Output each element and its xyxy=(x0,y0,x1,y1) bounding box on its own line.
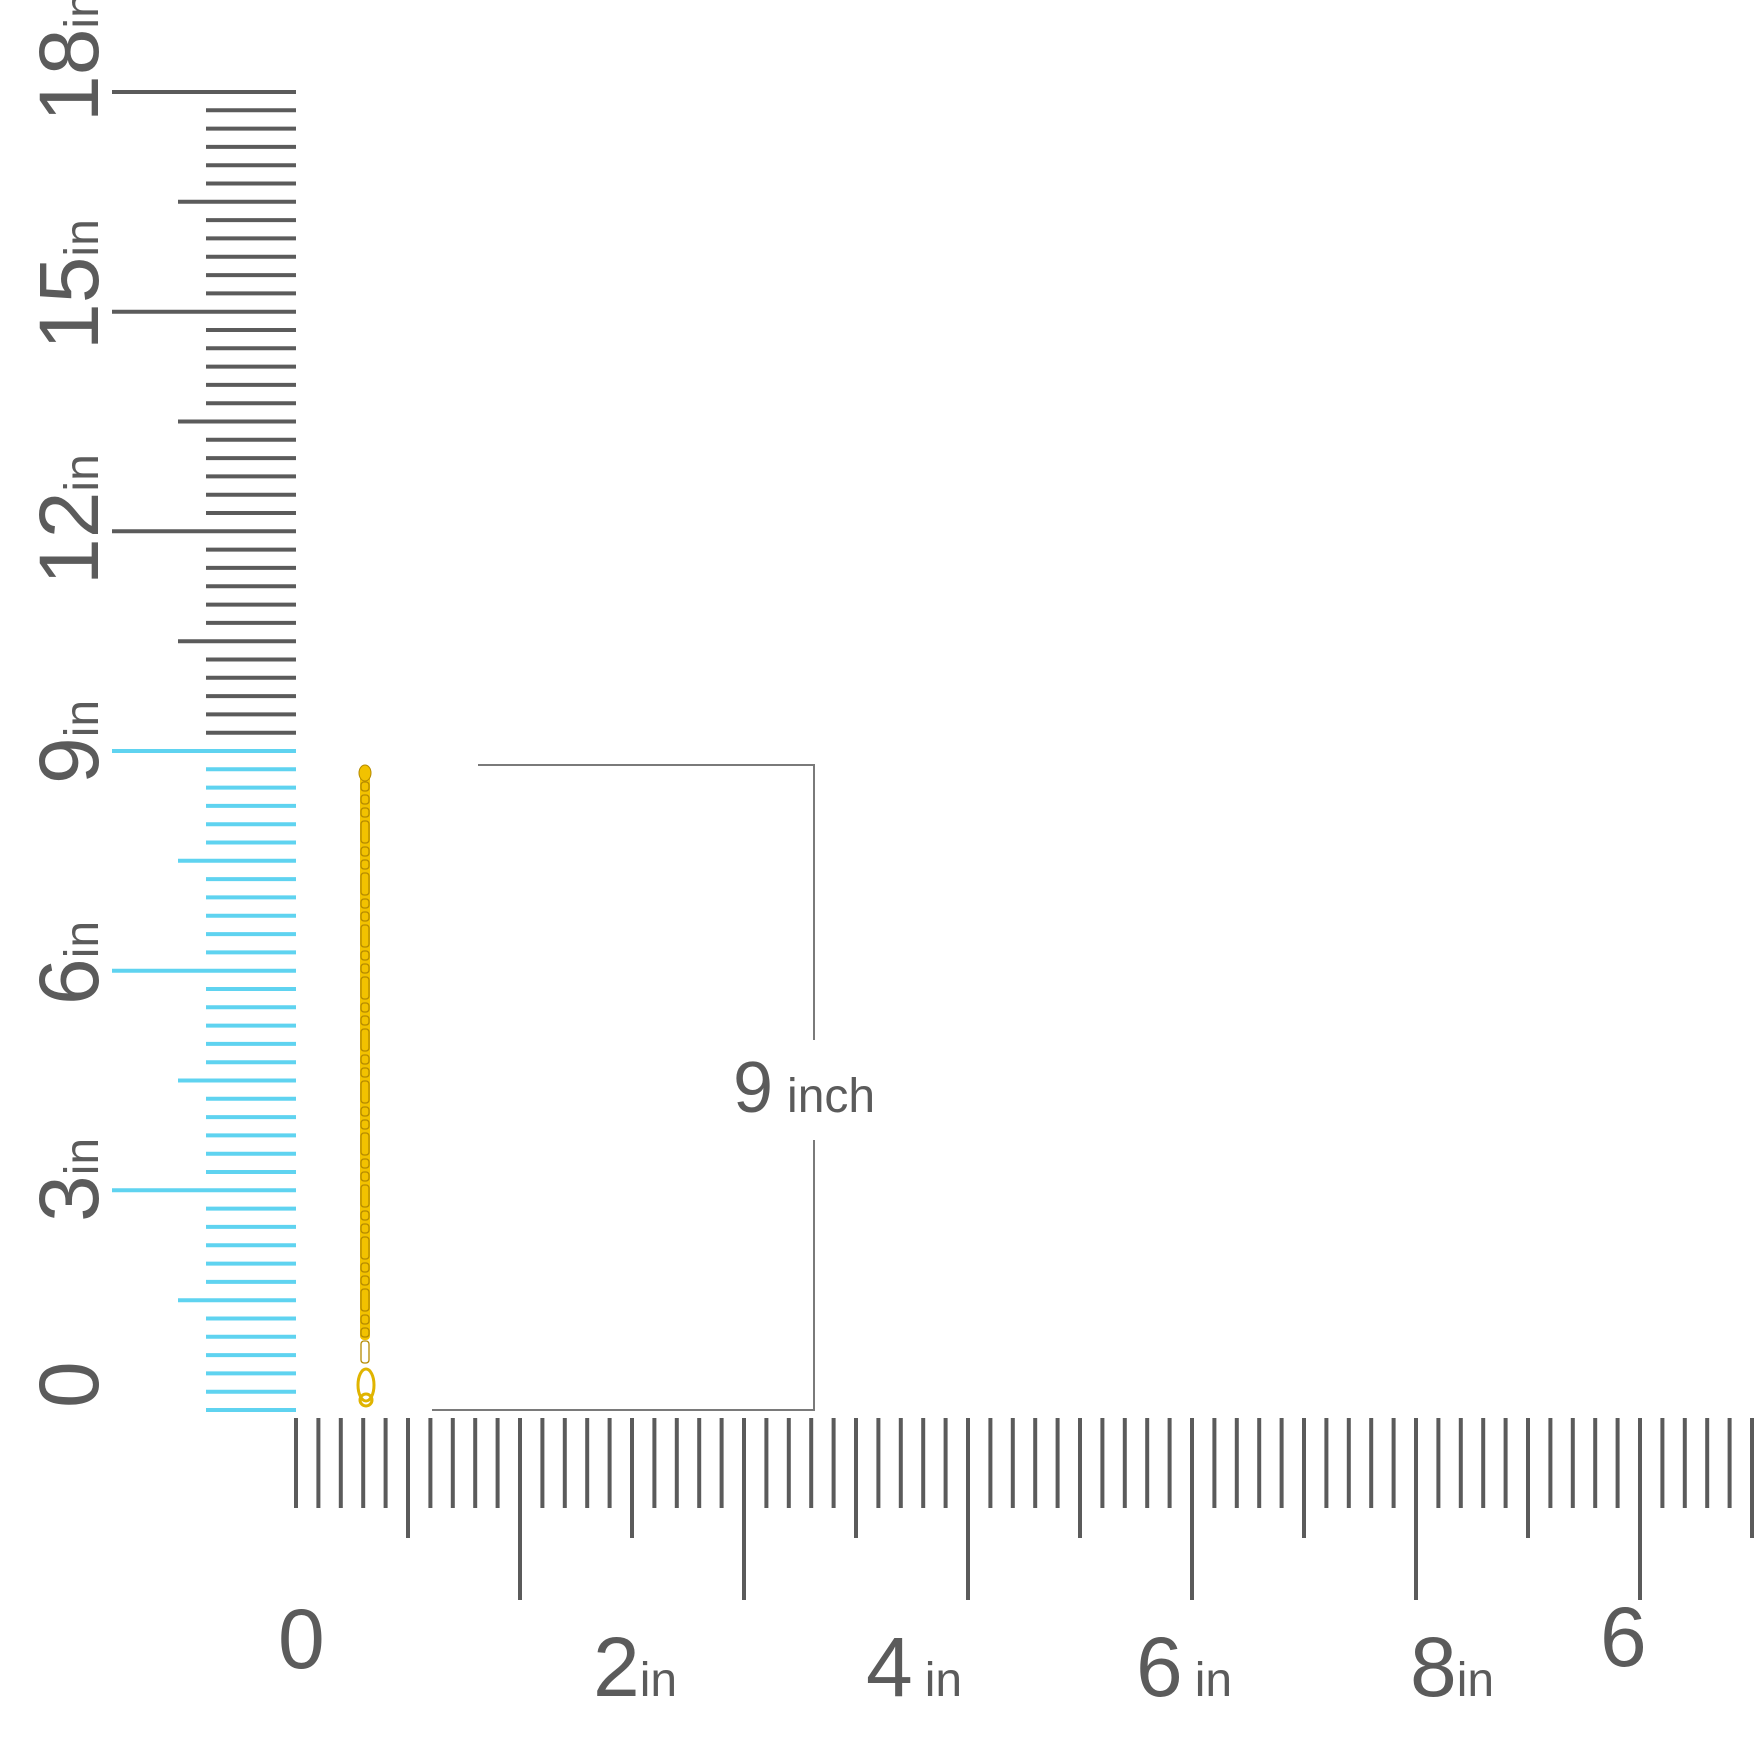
h-label-6-right: 6 xyxy=(1600,1590,1647,1684)
vertical-ruler-labels: 0 3in 6in 9in 12in 15in 18in xyxy=(22,0,116,1408)
v-label-12in: 12in xyxy=(22,454,116,585)
dimension-bracket xyxy=(432,764,815,1411)
chain-link xyxy=(360,1275,370,1286)
chain-link xyxy=(360,898,370,909)
h-label-8in: 8in xyxy=(1410,1620,1494,1714)
chain-link xyxy=(360,1015,370,1026)
chain-link xyxy=(360,976,370,1000)
chain-clasp-icon xyxy=(356,1367,376,1403)
chain-link xyxy=(360,872,370,896)
h-label-0: 0 xyxy=(278,1592,325,1686)
vertical-ruler-ticks xyxy=(112,90,296,1412)
chain-body xyxy=(360,768,370,1340)
chain-end-cap-icon xyxy=(358,764,372,782)
chain-link xyxy=(360,1340,370,1364)
chain-link xyxy=(360,1132,370,1156)
chain-link xyxy=(360,950,370,961)
chain-link xyxy=(360,924,370,948)
chain-link xyxy=(360,859,370,870)
chain-link xyxy=(360,1158,370,1169)
chain-link xyxy=(360,1236,370,1260)
horizontal-ruler-ticks xyxy=(294,1418,1754,1600)
chain-link xyxy=(360,1210,370,1221)
chain-link xyxy=(360,963,370,974)
chain-bracelet xyxy=(356,764,376,1408)
v-label-0: 0 xyxy=(22,1361,116,1408)
chain-links xyxy=(360,781,370,1364)
v-label-3in: 3in xyxy=(22,1138,116,1222)
chain-link xyxy=(360,1067,370,1078)
v-label-15in: 15in xyxy=(22,219,116,350)
chain-link xyxy=(360,1171,370,1182)
v-label-9in: 9in xyxy=(22,700,116,784)
chain-link xyxy=(360,1054,370,1065)
chain-link xyxy=(360,820,370,844)
h-label-6in: 6 in xyxy=(1136,1620,1232,1714)
v-label-6in: 6in xyxy=(22,921,116,1005)
chain-link xyxy=(360,794,370,805)
measurement-label: 9 inch xyxy=(733,1048,875,1128)
chain-link xyxy=(360,1002,370,1013)
chain-link xyxy=(360,1223,370,1234)
chain-link xyxy=(360,911,370,922)
chain-clasp-ring-icon xyxy=(358,1392,374,1408)
h-label-4in: 4 in xyxy=(866,1620,962,1714)
chain-link xyxy=(360,1184,370,1208)
chain-link xyxy=(360,846,370,857)
chain-link xyxy=(360,1028,370,1052)
chain-link xyxy=(360,781,370,792)
chain-link xyxy=(360,1106,370,1117)
chain-link xyxy=(360,1314,370,1325)
chain-link xyxy=(360,1327,370,1338)
chain-link xyxy=(360,1080,370,1104)
chain-link xyxy=(360,1288,370,1312)
horizontal-ruler-labels: 0 2in 4 in 6 in 8in 6 xyxy=(278,1590,1647,1714)
h-label-2in: 2in xyxy=(593,1620,677,1714)
chain-link xyxy=(360,807,370,818)
v-label-18in: 18in xyxy=(22,0,116,122)
chain-link xyxy=(360,1262,370,1273)
chain-link xyxy=(360,1119,370,1130)
